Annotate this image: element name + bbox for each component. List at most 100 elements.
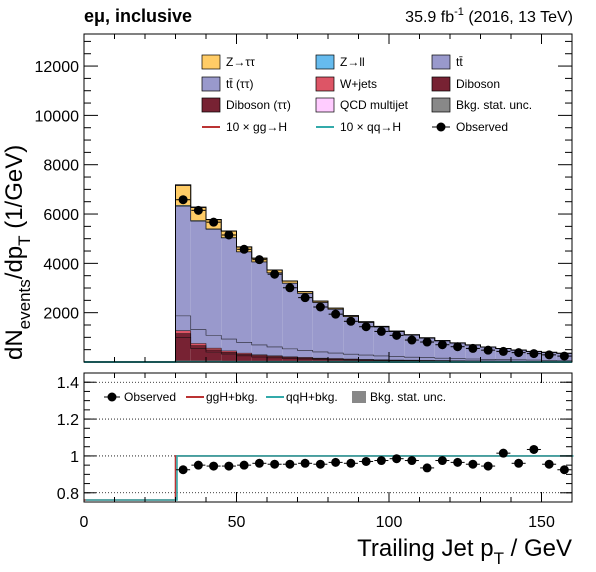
bar-diboson_tautau-1: [175, 337, 191, 362]
bar-wjets-3: [206, 348, 222, 350]
main-ytick-label-5: 12000: [35, 59, 80, 76]
legend-swatch-wjets: [315, 76, 335, 92]
bar-ttbar-10: [312, 302, 328, 352]
legend-swatch-zll: [315, 54, 335, 70]
bar-diboson-1: [175, 333, 191, 338]
bar-ttbar-15: [389, 331, 405, 357]
legend-label-ttbar_tautau: tt̄ (ττ): [226, 77, 253, 91]
main-ytick-label-4: 10000: [35, 108, 80, 125]
ratio-observed-point-8: [300, 458, 310, 468]
ratio-observed-point-24: [544, 459, 554, 469]
bar-ttbar_tautau-26: [556, 360, 572, 362]
ratio-observed-point-21: [498, 448, 508, 458]
bar-ttbar_tautau-4: [221, 339, 237, 351]
bar-ttbar_tautau-24: [526, 360, 542, 362]
legend-swatch-ttbar_tautau: [201, 76, 221, 92]
xtick-label-0: 0: [80, 514, 89, 531]
ratio-observed-point-19: [468, 459, 478, 469]
bar-ttbar_tautau-3: [206, 335, 222, 349]
observed-point-0: [178, 195, 188, 205]
bar-ttbar_tautau-10: [312, 351, 328, 359]
bar-ttbar_tautau-21: [480, 359, 496, 361]
ratio-observed-point-7: [285, 459, 295, 469]
legend-label-ztautau: Z→ττ: [226, 55, 255, 69]
ratio-plot-frame: [83, 372, 573, 503]
bar-ttbar-3: [206, 229, 222, 336]
bar-ttbar_tautau-13: [358, 355, 374, 360]
bar-diboson-13: [358, 359, 374, 361]
ratio-legend-label-observed: Observed: [124, 390, 176, 404]
observed-point-22: [514, 348, 524, 358]
ratio-legend-label-qqH: qqH+bkg.: [286, 390, 338, 404]
bar-ttbar_tautau-5: [236, 342, 252, 354]
bar-ztautau-9: [297, 291, 313, 294]
bar-ttbar-4: [221, 237, 237, 340]
ratio-legend-swatch-unc: [352, 391, 366, 403]
observed-point-13: [376, 326, 386, 336]
observed-point-24: [544, 350, 554, 360]
bar-ttbar_tautau-25: [541, 360, 557, 362]
bar-zll-1: [175, 205, 191, 207]
bar-ttbar_tautau-1: [175, 315, 191, 331]
main-observed-layer: [176, 195, 572, 361]
bar-ttbar-14: [373, 327, 389, 356]
bar-ttbar-13: [358, 322, 374, 356]
bar-diboson-10: [312, 358, 328, 360]
ratio-observed-point-6: [270, 459, 280, 469]
bar-ttbar-7: [267, 272, 283, 347]
observed-point-11: [346, 316, 356, 326]
observed-point-4: [239, 244, 249, 254]
xtick-label-2: 100: [376, 514, 403, 531]
ratio-legend-label-ggH: ggH+bkg.: [206, 390, 258, 404]
ratio-observed-point-4: [239, 460, 249, 470]
bar-zll-2: [190, 220, 206, 222]
bar-ttbar_tautau-11: [328, 353, 344, 359]
bar-diboson_tautau-10: [312, 359, 328, 362]
bar-ttbar_tautau-8: [282, 348, 298, 357]
main-ytick-label-3: 8000: [43, 158, 79, 175]
bar-ztautau-10: [312, 301, 328, 303]
xlabel: Trailing Jet pT / GeV: [357, 535, 572, 568]
ratio-line-qqH: [85, 455, 574, 501]
bar-diboson_tautau-9: [297, 359, 313, 362]
bar-ttbar_tautau-12: [343, 354, 359, 360]
bar-wjets-7: [267, 355, 283, 357]
ratio-legend-swatch-observed: [107, 392, 117, 402]
bar-ttbar_tautau-6: [251, 344, 267, 355]
ratio-plot-frame-bg: [84, 373, 572, 502]
bar-wjets-2: [190, 343, 206, 346]
ratio-observed-point-16: [422, 463, 432, 473]
legend-swatch-ztautau: [201, 54, 221, 70]
legend-label-diboson: Diboson: [456, 77, 500, 91]
bar-ttbar_tautau-19: [450, 358, 466, 361]
bar-diboson_tautau-3: [206, 352, 222, 362]
bar-ttbar_tautau-23: [511, 359, 527, 362]
observed-point-3: [224, 230, 234, 240]
bar-ttbar-12: [343, 316, 359, 355]
bar-diboson-11: [328, 358, 344, 360]
ratio-observed-point-20: [483, 461, 493, 471]
bar-ztautau-8: [282, 281, 298, 284]
bar-ttbar_tautau-17: [419, 357, 435, 361]
ratio-observed-point-1: [193, 460, 203, 470]
bar-diboson_tautau-11: [328, 359, 344, 362]
bar-diboson_tautau-7: [267, 357, 283, 362]
legend-swatch-diboson: [431, 76, 451, 92]
legend-swatch-ttbar: [431, 54, 451, 70]
ratio-observed-point-12: [361, 456, 371, 466]
ratio-ytick-label-1: 1: [70, 449, 79, 466]
bar-diboson-4: [221, 352, 237, 355]
ratio-observed-point-3: [224, 461, 234, 471]
ratio-observed-point-2: [209, 461, 219, 471]
main-plot-frame: [83, 33, 573, 363]
bar-diboson_tautau-5: [236, 355, 252, 362]
bar-ttbar_tautau-16: [404, 357, 420, 361]
legend-label-qcd: QCD multijet: [340, 98, 409, 112]
bar-ttbar-11: [328, 309, 344, 354]
bar-diboson-12: [343, 359, 359, 361]
main-ytick-label-1: 4000: [43, 256, 79, 273]
bar-ttbar-5: [236, 252, 252, 343]
bar-ztautau-11: [328, 308, 344, 310]
bar-diboson-9: [297, 358, 313, 360]
